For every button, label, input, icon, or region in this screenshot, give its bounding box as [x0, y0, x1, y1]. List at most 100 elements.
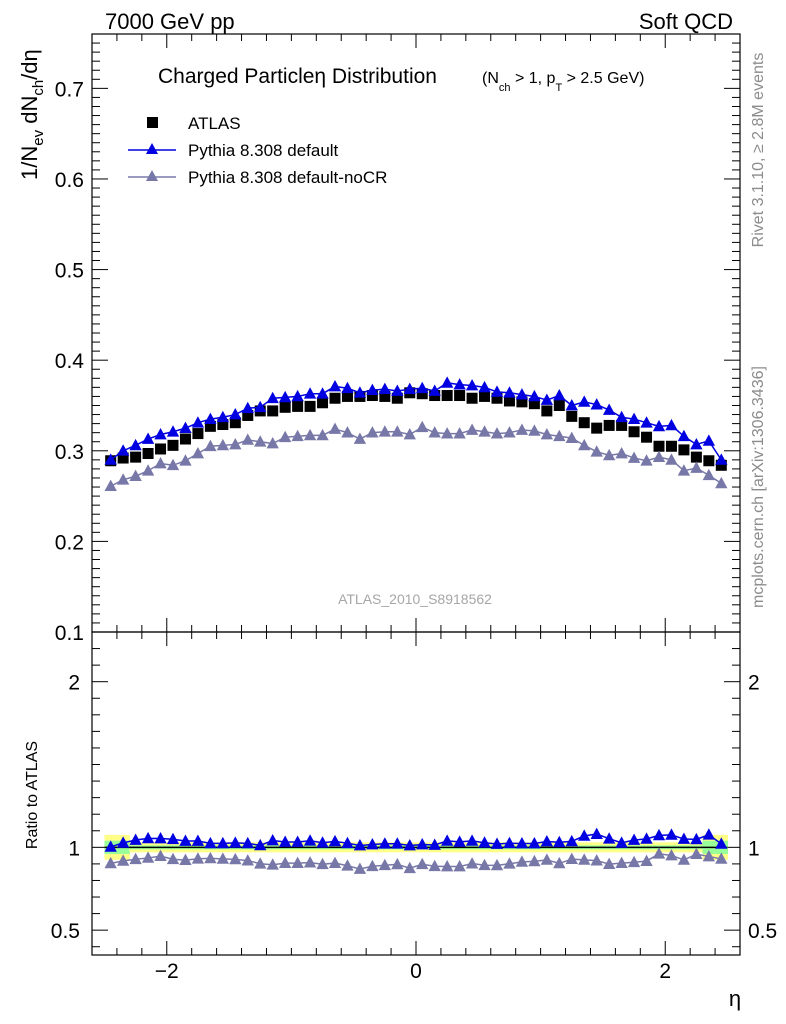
ratio-point-nocr — [141, 851, 155, 863]
data-point-nocr — [677, 464, 691, 476]
data-point-atlas — [379, 390, 391, 402]
data-point-nocr — [440, 427, 454, 439]
ratio-point-nocr — [316, 857, 329, 870]
ratio-point-nocr — [528, 854, 541, 867]
data-point-atlas — [441, 390, 453, 402]
data-point-atlas — [229, 417, 241, 429]
data-point-atlas — [541, 405, 553, 417]
ratio-point-default — [291, 835, 304, 847]
ratio-point-default — [602, 832, 616, 844]
ratio-panel: −2 0 2 0.5 0.5 1 1 2 2 — [51, 631, 777, 983]
data-point-default — [104, 453, 117, 465]
ratio-point-default — [428, 838, 441, 850]
header-left-label: 7000 GeV pp — [105, 9, 235, 34]
data-point-nocr — [216, 438, 230, 451]
data-point-atlas — [304, 400, 316, 412]
data-point-atlas — [516, 396, 528, 408]
data-point-default — [278, 390, 292, 403]
data-point-atlas — [217, 419, 229, 431]
ratio-point-nocr — [378, 858, 392, 871]
data-point-default — [503, 386, 516, 398]
data-point-atlas — [603, 419, 615, 431]
data-point-nocr — [553, 429, 566, 442]
legend-marker-default — [146, 143, 158, 154]
data-point-atlas — [117, 452, 129, 464]
ratio-point-nocr — [627, 855, 641, 868]
ratio-point-default — [503, 836, 516, 849]
ratio-point-nocr — [266, 858, 279, 870]
ratio-point-default — [278, 835, 292, 847]
data-point-nocr — [590, 445, 603, 457]
ratio-point-default — [166, 832, 180, 845]
ratio-point-default — [141, 831, 155, 844]
ratio-point-default — [328, 834, 342, 847]
data-point-nocr — [540, 427, 554, 440]
data-point-default — [291, 389, 304, 402]
ratio-point-nocr — [428, 859, 441, 872]
ratio-point-nocr — [229, 852, 242, 865]
data-point-atlas — [503, 395, 515, 407]
ratio-point-nocr — [403, 861, 416, 874]
ratio-point-nocr — [391, 857, 404, 870]
data-point-default — [229, 408, 242, 420]
data-point-nocr — [403, 427, 416, 440]
ratio-point-default — [366, 838, 379, 850]
data-point-default — [590, 398, 603, 410]
data-point-default — [602, 403, 616, 415]
data-point-default — [166, 425, 180, 437]
legend: ATLAS Pythia 8.308 default Pythia 8.308 … — [128, 114, 387, 187]
data-point-atlas — [204, 420, 216, 432]
data-point-atlas — [578, 417, 590, 429]
y-axis-title: 1/Nev dNch/dη — [17, 49, 47, 180]
data-point-atlas — [616, 419, 628, 431]
data-point-nocr — [665, 453, 678, 465]
data-point-nocr — [428, 426, 441, 438]
data-point-nocr — [328, 422, 342, 434]
data-point-nocr — [278, 430, 292, 443]
legend-marker-atlas — [147, 117, 158, 128]
data-point-default — [490, 385, 504, 397]
data-point-nocr — [690, 461, 703, 473]
data-point-nocr — [141, 464, 155, 476]
ratio-point-default — [316, 836, 329, 848]
data-point-default — [353, 386, 367, 398]
data-point-nocr — [615, 447, 628, 459]
ratio-point-nocr — [490, 858, 504, 871]
ratio-point-default — [416, 838, 429, 850]
y-tick-label: 0.2 — [55, 531, 84, 554]
data-point-default — [316, 387, 329, 399]
data-point-atlas — [703, 455, 715, 467]
main-panel: 0.1 0.2 0.3 0.4 0.5 0.6 0.7 — [55, 33, 741, 646]
data-point-atlas — [690, 451, 702, 463]
ratio-point-default — [478, 836, 491, 848]
ratio-point-nocr — [565, 852, 578, 864]
data-point-nocr — [578, 438, 591, 451]
ratio-point-nocr — [540, 853, 554, 865]
data-point-atlas — [130, 451, 142, 463]
ratio-point-default — [154, 832, 167, 844]
ratio-point-default — [690, 832, 703, 845]
ratio-point-default — [565, 834, 578, 847]
data-point-default — [652, 419, 666, 432]
data-point-atlas — [155, 443, 167, 455]
ratio-point-default — [715, 837, 728, 849]
data-point-nocr — [702, 468, 716, 481]
data-point-atlas — [317, 397, 329, 409]
data-point-default — [341, 381, 354, 394]
data-point-default — [515, 388, 529, 400]
ratio-point-nocr — [328, 856, 342, 868]
ratio-point-nocr — [179, 853, 192, 865]
data-point-nocr — [627, 451, 641, 463]
ratio-point-default — [615, 836, 628, 848]
data-point-atlas — [653, 440, 665, 452]
ratio-point-default — [665, 828, 678, 840]
data-point-default — [677, 429, 691, 442]
ratio-point-default — [453, 835, 466, 847]
data-point-nocr — [129, 469, 142, 482]
data-point-atlas — [279, 401, 291, 413]
data-point-atlas — [591, 422, 603, 434]
ratio-point-nocr — [640, 854, 653, 866]
ratio-point-nocr — [204, 851, 217, 864]
ratio-point-nocr — [303, 856, 317, 868]
ratio-point-default — [391, 837, 404, 849]
